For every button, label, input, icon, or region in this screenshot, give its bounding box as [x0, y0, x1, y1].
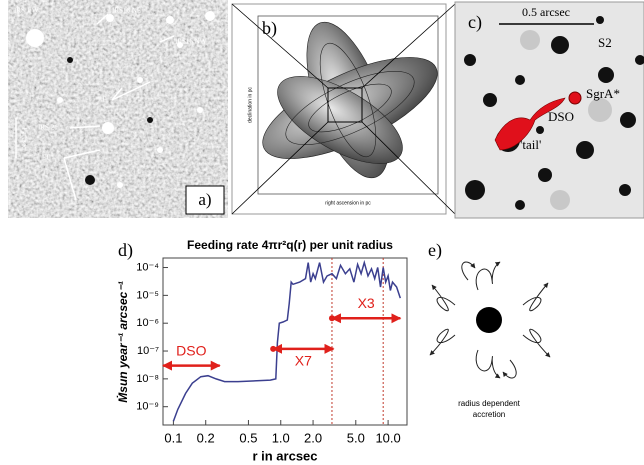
- x-axis-label: r in arcsec: [252, 448, 317, 463]
- source-label: IRS16 NE: [112, 7, 141, 15]
- y-tick-label: 10⁻⁶: [136, 317, 159, 329]
- panel-label: d): [118, 240, 133, 261]
- y-axis-label: Ṁsun year⁻¹ arcsec⁻¹: [115, 281, 130, 402]
- source-label: IRS 1 W: [14, 7, 39, 15]
- data-line: [172, 259, 402, 422]
- scale-label: 1 arcsec: [20, 127, 28, 150]
- panel-e: e) radius dependent accretion: [428, 240, 551, 419]
- panel-label: e): [428, 240, 442, 261]
- axis-label: right ascension in pc: [325, 200, 371, 206]
- source-label: DSO: [548, 109, 574, 124]
- source-label: EF: [42, 154, 50, 162]
- x-tick-label: 2.0: [304, 430, 322, 445]
- image-a: [8, 0, 228, 218]
- y-tick-label: 10⁻⁵: [136, 289, 159, 301]
- panel-label: c): [468, 12, 482, 33]
- panel-a: IRS 1 W IRS16 NE IRS16 NW LF IRS 21 EF 1…: [8, 0, 228, 218]
- source-label: LF: [98, 96, 106, 104]
- source-label: SgrA*: [586, 86, 620, 101]
- annotation-label: X7: [295, 353, 312, 369]
- stars: [26, 11, 215, 188]
- x-tick-label: 0.5: [239, 430, 257, 445]
- panel-d: d) Feeding rate 4πr²q(r) per unit radius…: [115, 238, 408, 463]
- chart-title: Feeding rate 4πr²q(r) per unit radius: [187, 238, 393, 252]
- axis-label: declination in pc: [247, 87, 253, 123]
- x-tick-label: 0.2: [197, 430, 215, 445]
- x-tick-label: 10.0: [375, 430, 400, 445]
- y-tick-label: 10⁻⁹: [136, 401, 159, 413]
- caption: accretion: [473, 410, 505, 419]
- annotation-dot: [328, 315, 335, 322]
- panel-label: b): [262, 18, 277, 39]
- caption: radius dependent: [458, 399, 521, 408]
- y-tick-label: 10⁻⁸: [136, 373, 159, 385]
- source-label: IRS16 NW: [175, 38, 207, 46]
- annotation-dot: [270, 345, 277, 352]
- source-label: S2: [598, 35, 612, 50]
- panel-c: 0.5 arcsec S2 SgrA* DSO 'tail' c): [454, 1, 644, 219]
- plot-frame: [162, 257, 408, 426]
- scale-label: 0.5 arcsec: [522, 5, 570, 19]
- panel-label: a): [198, 190, 211, 209]
- x-tick-label: 5.0: [347, 430, 365, 445]
- y-tick-label: 10⁻⁷: [137, 345, 159, 357]
- source-label: 'tail': [520, 137, 541, 152]
- annotation-label: DSO: [176, 342, 206, 358]
- x-tick-label: 0.1: [164, 430, 182, 445]
- source-label: IRS 21: [38, 124, 58, 132]
- y-tick-label: 10⁻⁴: [136, 261, 159, 273]
- x-tick-label: 1.0: [272, 430, 290, 445]
- annotation-label: X3: [358, 295, 375, 311]
- panel-b: declination in pc right ascension in pc …: [231, 3, 456, 215]
